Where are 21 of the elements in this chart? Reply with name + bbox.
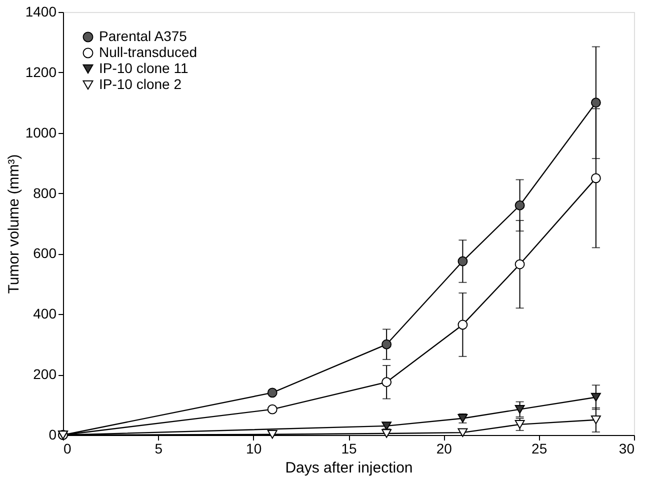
y-tick-label: 200: [33, 366, 57, 382]
y-tick-label: 0: [48, 426, 57, 442]
x-tick-label: 20: [436, 440, 452, 456]
y-tick-label: 1200: [25, 64, 57, 80]
y-axis-title: Tumor volume (mm³): [5, 154, 22, 294]
x-tick-label: 10: [246, 440, 262, 456]
x-axis-title: Days after injection: [285, 460, 413, 476]
y-tick-label: 400: [33, 306, 57, 322]
legend-label: Null-transduced: [99, 44, 198, 60]
x-tick-label: 5: [154, 440, 163, 456]
x-tick-label: 25: [532, 440, 548, 456]
x-tick-label: 30: [618, 440, 635, 456]
x-tick-label: 0: [64, 440, 72, 456]
legend-label: IP-10 clone 2: [99, 76, 182, 92]
legend-label: IP-10 clone 11: [99, 60, 188, 76]
y-tick-label: 1000: [25, 124, 57, 140]
y-tick-label: 1400: [25, 4, 57, 20]
x-tick-label: 15: [341, 440, 357, 456]
y-tick-label: 800: [33, 184, 57, 201]
legend-label: Parental A375: [99, 28, 188, 44]
y-tick-label: 600: [33, 245, 57, 262]
